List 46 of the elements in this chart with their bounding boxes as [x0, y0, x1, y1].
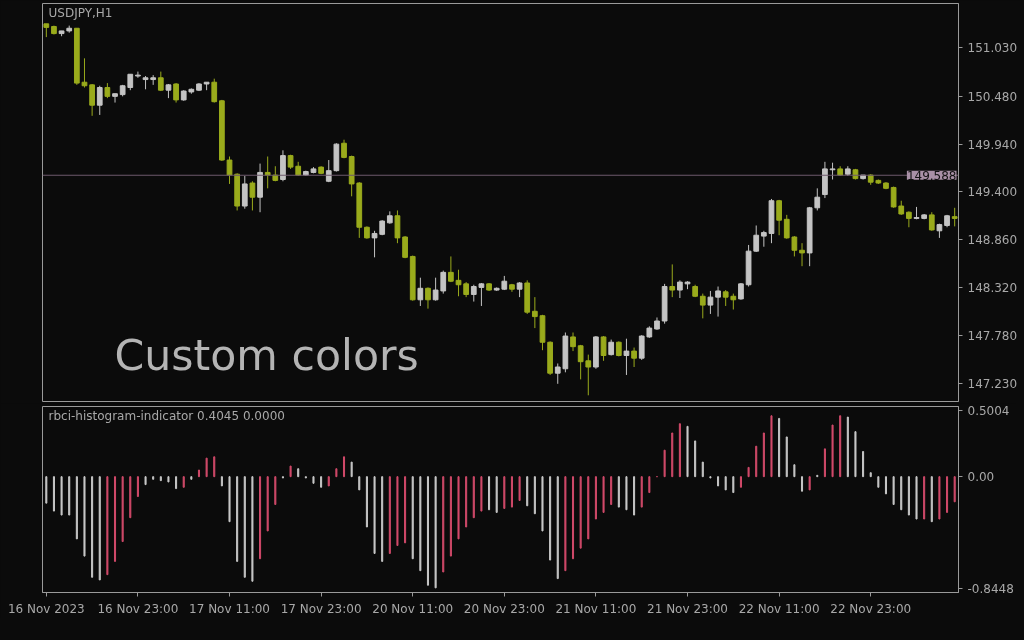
candlestick — [58, 30, 65, 37]
candlestick — [112, 93, 118, 104]
y-tick-label: 150.480 — [967, 89, 1018, 104]
y-tick-label: 0.00 — [967, 470, 995, 485]
candlestick — [249, 180, 256, 211]
candlestick — [684, 280, 691, 290]
candlestick — [241, 175, 248, 210]
x-tick-label: 21 Nov 11:00 — [555, 601, 637, 616]
y-tick-label: 147.780 — [967, 328, 1018, 343]
x-tick-label: 16 Nov 23:00 — [97, 601, 179, 616]
candlestick — [203, 81, 210, 91]
ref-line-label: 149.588 — [906, 168, 957, 183]
x-tick-label: 17 Nov 23:00 — [280, 601, 362, 616]
candlestick — [623, 338, 630, 376]
candlestick — [707, 290, 714, 315]
candlestick — [157, 71, 164, 92]
chart-title: USDJPY,H1 — [48, 5, 113, 20]
x-tick-label: 22 Nov 11:00 — [738, 601, 820, 616]
candlestick — [692, 284, 699, 298]
candlestick — [43, 23, 50, 38]
candlestick — [394, 209, 401, 244]
x-tick-label: 21 Nov 23:00 — [647, 601, 728, 616]
y-tick-label: -0.8448 — [967, 582, 1014, 596]
y-tick-label: 148.320 — [967, 280, 1018, 295]
candlestick — [829, 162, 836, 180]
y-tick-label: 151.030 — [967, 41, 1018, 56]
candlestick — [928, 211, 935, 232]
annotation: Custom colors — [114, 329, 419, 380]
x-tick-label: 16 Nov 2023 — [7, 601, 85, 616]
y-tick-label: 148.860 — [967, 233, 1018, 248]
candlestick — [165, 83, 172, 99]
candlestick — [844, 165, 851, 177]
y-tick-label: 147.230 — [967, 377, 1018, 392]
y-tick-label: 149.400 — [967, 185, 1018, 200]
candlestick — [516, 281, 523, 298]
x-tick-label: 20 Nov 11:00 — [372, 601, 454, 616]
x-tick-label: 20 Nov 23:00 — [463, 601, 545, 616]
candlestick — [135, 71, 141, 79]
x-tick-label: 17 Nov 11:00 — [189, 601, 270, 616]
x-tick-label: 22 Nov 23:00 — [830, 601, 912, 616]
candlestick — [669, 263, 676, 298]
chart-title: rbci-histogram-indicator 0.4045 0.0000 — [48, 408, 285, 423]
candlestick — [66, 25, 73, 34]
y-tick-label: 0.5004 — [967, 403, 1010, 418]
y-tick-label: 149.940 — [967, 137, 1018, 152]
candlestick — [951, 207, 958, 227]
